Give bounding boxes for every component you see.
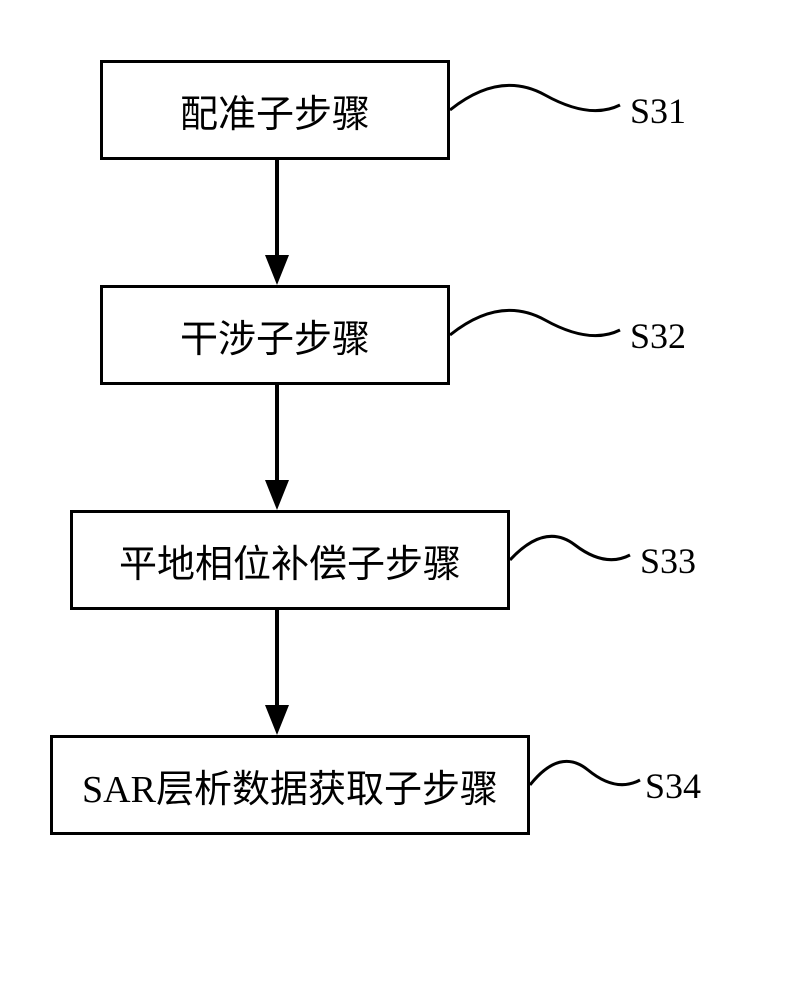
step-box-sar-data: SAR层析数据获取子步骤 [50,735,530,835]
step-row-3: 平地相位补偿子步骤 S33 [70,510,735,610]
step-number-label: S31 [630,90,686,132]
step-number-label: S32 [630,315,686,357]
step-label-text: SAR层析数据获取子步骤 [82,758,498,813]
arrow-head [265,705,289,735]
arrow-head [265,255,289,285]
step-row-1: 配准子步骤 S31 [70,60,735,160]
step-number-label: S33 [640,540,696,582]
connector-curve-3 [510,510,640,580]
step-row-2: 干涉子步骤 S32 [70,285,735,385]
arrow-2 [70,385,735,510]
step-row-4: SAR层析数据获取子步骤 S34 [70,735,735,835]
connector-curve-1 [450,60,630,130]
arrow-line [275,160,279,260]
step-label-text: 平地相位补偿子步骤 [119,533,461,588]
arrow-line [275,610,279,710]
arrow-line [275,385,279,485]
arrow-1 [70,160,735,285]
step-box-phase-compensation: 平地相位补偿子步骤 [70,510,510,610]
step-number-label: S34 [645,765,701,807]
connector-curve-4 [530,735,650,805]
step-label-text: 配准子步骤 [180,83,370,138]
flowchart-container: 配准子步骤 S31 干涉子步骤 S32 平地相位补偿子步骤 S33 [70,60,735,835]
step-box-interference: 干涉子步骤 [100,285,450,385]
step-box-registration: 配准子步骤 [100,60,450,160]
arrow-head [265,480,289,510]
arrow-3 [70,610,735,735]
connector-curve-2 [450,285,630,355]
step-label-text: 干涉子步骤 [180,308,370,363]
